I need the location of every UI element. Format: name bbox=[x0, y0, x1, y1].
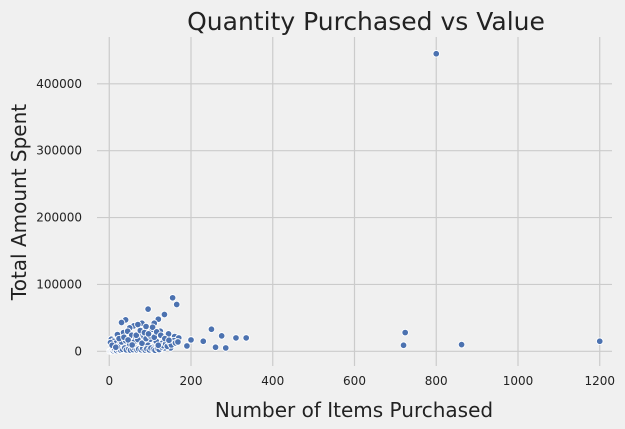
data-point bbox=[112, 343, 120, 352]
x-tick-label: 200 bbox=[180, 374, 203, 388]
data-point bbox=[172, 300, 181, 309]
y-tick-label: 0 bbox=[74, 344, 82, 358]
x-tick-label: 1200 bbox=[584, 374, 615, 388]
y-tick-label: 300000 bbox=[36, 144, 82, 158]
y-axis-label: Total Amount Spent bbox=[7, 104, 31, 301]
data-point bbox=[142, 322, 150, 331]
data-point bbox=[168, 294, 177, 302]
data-point bbox=[221, 344, 230, 352]
data-point bbox=[457, 340, 466, 349]
data-point bbox=[160, 310, 169, 319]
data-point bbox=[207, 325, 216, 333]
data-point bbox=[117, 318, 126, 327]
data-point bbox=[187, 336, 195, 344]
data-point bbox=[154, 341, 163, 350]
data-points bbox=[106, 49, 604, 355]
x-tick-label: 1000 bbox=[503, 374, 534, 388]
x-tick-label: 600 bbox=[343, 374, 366, 388]
x-axis-label: Number of Items Purchased bbox=[215, 398, 493, 422]
data-point bbox=[183, 342, 191, 350]
data-point bbox=[595, 337, 604, 346]
data-point bbox=[232, 334, 240, 342]
data-point bbox=[401, 328, 409, 337]
data-point bbox=[148, 323, 157, 331]
data-point bbox=[124, 336, 132, 344]
data-point bbox=[165, 336, 173, 345]
data-point bbox=[144, 330, 153, 338]
x-tick-label: 400 bbox=[261, 374, 284, 388]
chart-title: Quantity Purchased vs Value bbox=[187, 7, 545, 36]
x-tick-labels: 0 200 400 600 800 1000 1200 bbox=[105, 374, 615, 388]
data-point bbox=[174, 338, 182, 346]
y-tick-label: 200000 bbox=[36, 211, 82, 225]
data-point bbox=[432, 49, 440, 58]
y-tick-label: 100000 bbox=[36, 277, 82, 291]
y-tick-label: 400000 bbox=[36, 77, 82, 91]
data-point bbox=[138, 339, 146, 348]
data-point bbox=[199, 337, 208, 346]
data-point bbox=[399, 341, 408, 350]
data-point bbox=[242, 334, 250, 342]
x-tick-label: 0 bbox=[105, 374, 113, 388]
data-point bbox=[128, 341, 136, 349]
data-point bbox=[144, 305, 152, 313]
data-point bbox=[132, 331, 140, 339]
y-tick-labels: 0 100000 200000 300000 400000 bbox=[36, 77, 82, 358]
data-point bbox=[217, 332, 226, 340]
x-tick-label: 800 bbox=[425, 374, 448, 388]
data-point bbox=[211, 343, 220, 352]
gridlines bbox=[97, 37, 612, 366]
